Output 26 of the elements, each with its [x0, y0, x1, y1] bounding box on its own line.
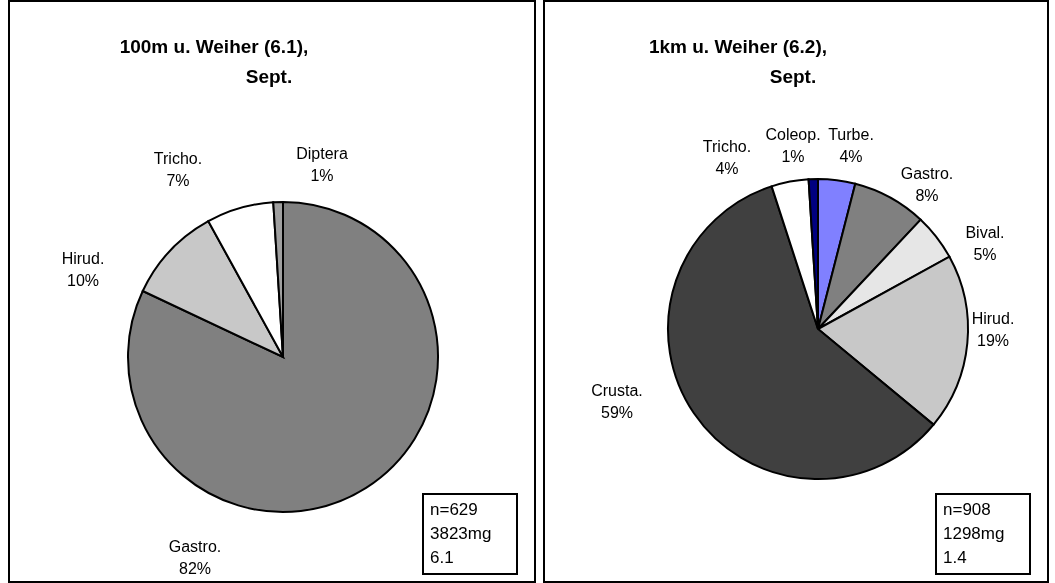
slice-label: Bival. [965, 224, 1005, 241]
slice-label: Tricho. [153, 150, 203, 167]
data-label: 7% [166, 172, 190, 189]
slice-label: Hirud. [61, 250, 105, 267]
data-label: 4% [839, 148, 863, 165]
data-label: 10% [66, 272, 100, 289]
chart-title: 1km u. Weiher (6.2), Sept. [647, 35, 829, 89]
slice-label: Crusta. [591, 382, 643, 399]
data-label: 8% [915, 187, 939, 204]
data-label: 1% [310, 167, 334, 184]
note-box: n=629 3823mg 6.1 [422, 493, 518, 575]
slice-label: Gastro. [900, 165, 954, 182]
slice-label: Gastro. [168, 538, 222, 555]
slice-label: Tricho. [702, 138, 752, 155]
data-label: 4% [715, 160, 739, 177]
slice-label: Coleop. [765, 126, 821, 143]
data-label: 82% [178, 560, 212, 577]
note-box: n=908 1298mg 1.4 [935, 493, 1031, 575]
data-label: 59% [600, 404, 634, 421]
data-label: 19% [976, 332, 1010, 349]
chart-title: 100m u. Weiher (6.1), Sept. [118, 35, 310, 89]
slice-label: Hirud. [971, 310, 1015, 327]
data-label: 5% [973, 246, 997, 263]
slice-label: Diptera [296, 145, 348, 162]
slice-label: Turbe. [828, 126, 874, 143]
data-label: 1% [781, 148, 805, 165]
